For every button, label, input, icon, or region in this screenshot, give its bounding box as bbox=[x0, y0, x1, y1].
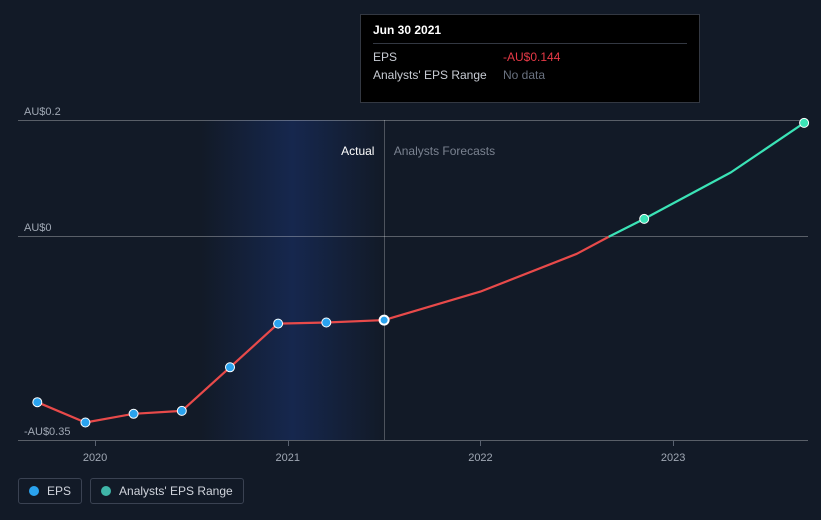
legend-swatch bbox=[101, 486, 111, 496]
data-point-marker[interactable] bbox=[640, 214, 649, 223]
legend-label: Analysts' EPS Range bbox=[119, 484, 233, 498]
data-point-marker[interactable] bbox=[274, 319, 283, 328]
data-point-marker[interactable] bbox=[800, 118, 809, 127]
legend-item-range[interactable]: Analysts' EPS Range bbox=[90, 478, 244, 504]
legend-swatch bbox=[29, 486, 39, 496]
x-axis: 2020 2021 2022 2023 bbox=[18, 452, 808, 472]
x-axis-label: 2023 bbox=[661, 452, 685, 464]
legend-item-eps[interactable]: EPS bbox=[18, 478, 82, 504]
series-eps-actual-line bbox=[37, 320, 384, 422]
x-axis-label: 2021 bbox=[276, 452, 300, 464]
tooltip-key: EPS bbox=[373, 50, 503, 64]
x-axis-label: 2022 bbox=[468, 452, 492, 464]
series-eps-forecast-pos-line bbox=[610, 123, 805, 236]
legend-label: EPS bbox=[47, 484, 71, 498]
chart-svg bbox=[18, 120, 808, 440]
y-axis-label: AU$0.2 bbox=[24, 106, 61, 118]
region-label-actual: Actual bbox=[341, 144, 374, 158]
data-point-marker[interactable] bbox=[33, 398, 42, 407]
data-point-marker[interactable] bbox=[322, 318, 331, 327]
x-tick bbox=[673, 440, 674, 446]
tooltip-row-range: Analysts' EPS Range No data bbox=[373, 66, 687, 84]
data-point-marker[interactable] bbox=[226, 363, 235, 372]
tooltip-box: Jun 30 2021 EPS -AU$0.144 Analysts' EPS … bbox=[360, 14, 700, 103]
data-point-marker[interactable] bbox=[129, 409, 138, 418]
tooltip-key: Analysts' EPS Range bbox=[373, 68, 503, 82]
tooltip-value: No data bbox=[503, 68, 545, 82]
x-tick bbox=[288, 440, 289, 446]
data-point-marker[interactable] bbox=[177, 406, 186, 415]
y-gridline bbox=[18, 440, 808, 441]
x-tick bbox=[95, 440, 96, 446]
data-point-marker[interactable] bbox=[81, 418, 90, 427]
data-point-marker[interactable] bbox=[380, 316, 389, 325]
series-eps-forecast-neg-line bbox=[384, 236, 609, 320]
x-tick bbox=[480, 440, 481, 446]
legend: EPS Analysts' EPS Range bbox=[18, 478, 244, 504]
tooltip-date: Jun 30 2021 bbox=[373, 23, 687, 44]
region-label-forecast: Analysts Forecasts bbox=[394, 144, 495, 158]
tooltip-value: -AU$0.144 bbox=[503, 50, 560, 64]
chart-plot-area[interactable]: AU$0.2AU$0-AU$0.35 ActualAnalysts Foreca… bbox=[18, 120, 808, 440]
x-axis-label: 2020 bbox=[83, 452, 107, 464]
tooltip-row-eps: EPS -AU$0.144 bbox=[373, 48, 687, 66]
